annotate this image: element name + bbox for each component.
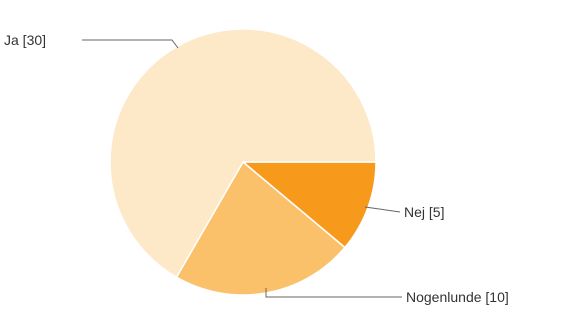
leader-line-nej [364, 206, 401, 213]
leader-line-nogenlunde [265, 288, 402, 298]
slice-label-nogenlunde: Nogenlunde [10] [406, 289, 509, 305]
slice-label-nej: Nej [5] [404, 204, 444, 220]
pie-slices [109, 28, 377, 296]
leader-line-ja [82, 39, 179, 49]
slice-label-ja: Ja [30] [4, 32, 46, 48]
